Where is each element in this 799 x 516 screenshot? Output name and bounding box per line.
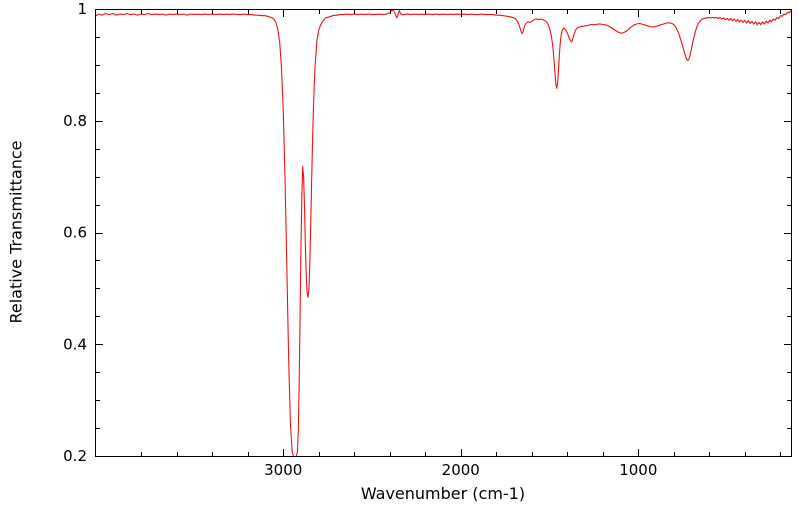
spectrum-line [95, 9, 791, 456]
x-axis-label: Wavenumber (cm-1) [360, 484, 526, 503]
x-tick-label: 2000 [442, 461, 480, 479]
plot-border [95, 9, 792, 457]
y-axis-label: Relative Transmittance [6, 140, 26, 324]
y-tick-label: 0.6 [63, 224, 87, 242]
y-tick-label: 0.2 [63, 447, 87, 465]
x-tick-label: 1000 [619, 461, 657, 479]
y-tick-label: 0.4 [63, 335, 87, 353]
x-tick-label: 3000 [264, 461, 302, 479]
y-tick-label: 0.8 [63, 112, 87, 130]
y-tick-label: 1 [77, 0, 87, 18]
